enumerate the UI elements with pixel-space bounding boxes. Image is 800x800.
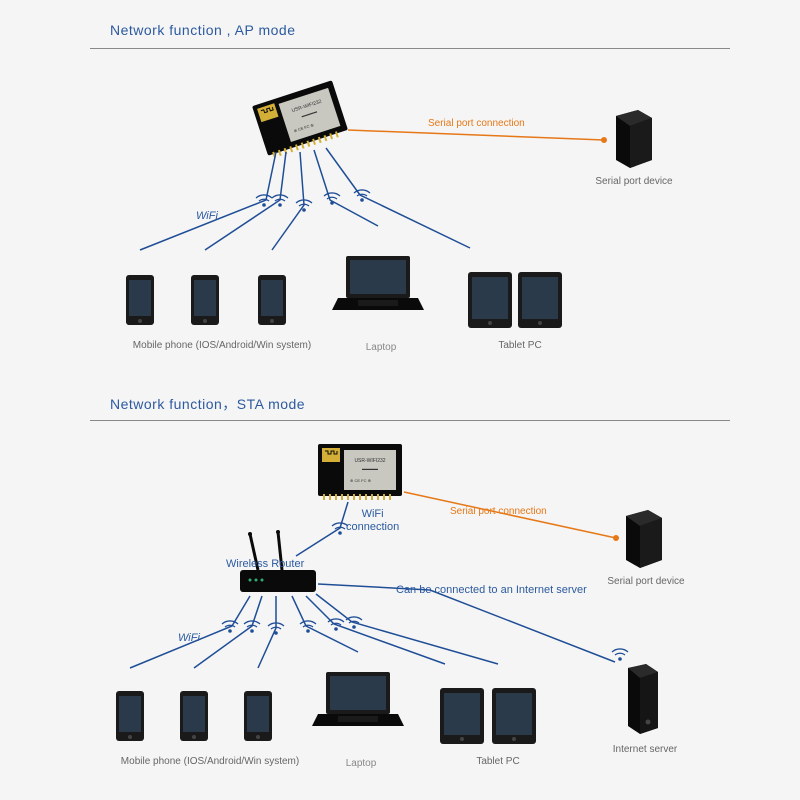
bottom-server-label: Internet server xyxy=(600,744,690,755)
top-serial-conn-label: Serial port connection xyxy=(428,118,525,129)
top-tablet-label: Tablet PC xyxy=(480,340,560,351)
bottom-internet-conn-label: Can be connected to an Internet server xyxy=(396,584,587,596)
top-wifi-label: WiFi xyxy=(196,210,218,222)
bottom-phones-label: Mobile phone (IOS/Android/Win system) xyxy=(100,756,320,767)
bottom-tablet-label: Tablet PC xyxy=(458,756,538,767)
bottom-serial-dev-label: Serial port device xyxy=(596,576,696,587)
top-serial-dev-label: Serial port device xyxy=(584,176,684,187)
bottom-serial-conn-label: Serial port connection xyxy=(450,506,547,517)
top-phones-label: Mobile phone (IOS/Android/Win system) xyxy=(112,340,332,351)
bottom-laptop-label: Laptop xyxy=(336,758,386,769)
top-diagram: USR-WIFI232 ▬▬▬▬ ⊕ CE FC ⊕ xyxy=(0,0,800,800)
bottom-router-label: Wireless Router xyxy=(226,558,304,570)
bottom-wifi-label: WiFi xyxy=(178,632,200,644)
top-laptop-label: Laptop xyxy=(356,342,406,353)
bottom-wifi-conn-label: WiFi connection xyxy=(346,508,399,534)
